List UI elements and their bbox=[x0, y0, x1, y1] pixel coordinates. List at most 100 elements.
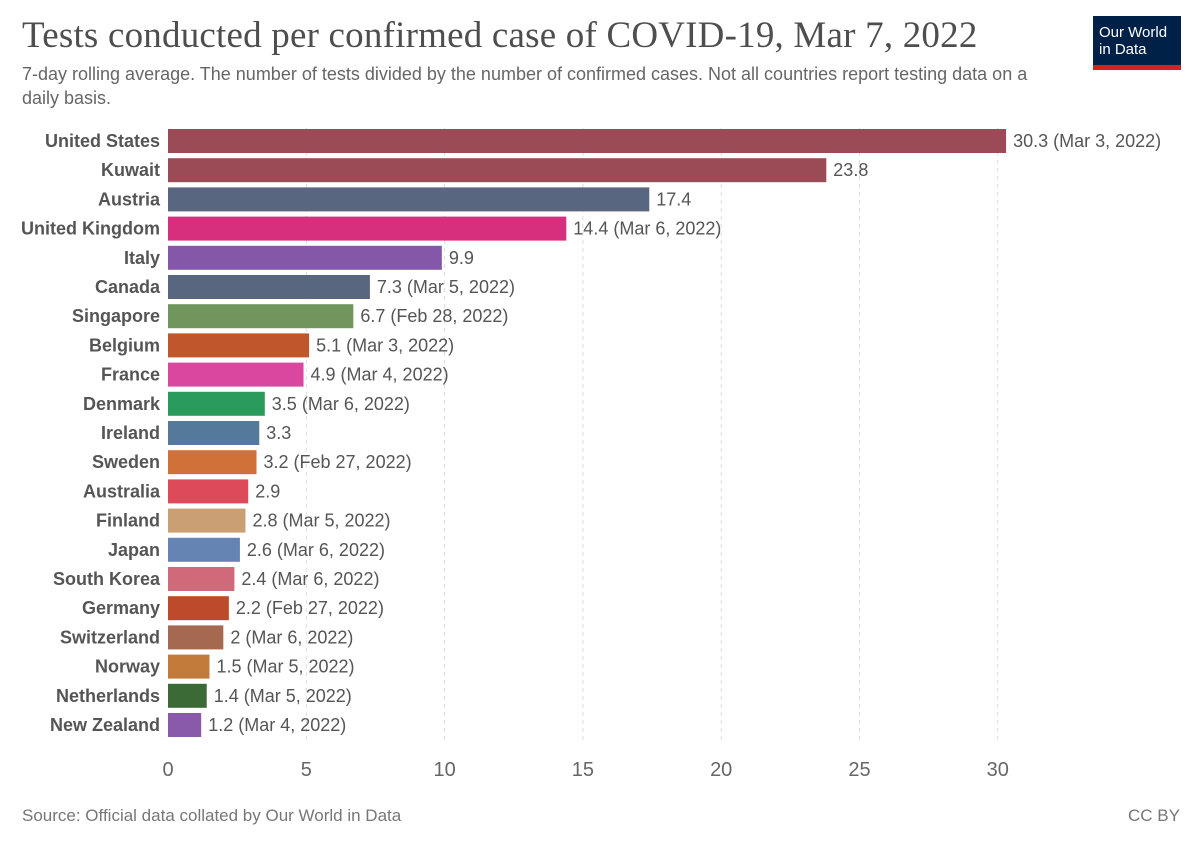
category-label: Ireland bbox=[101, 423, 160, 443]
bar[interactable] bbox=[168, 596, 229, 621]
category-label: Germany bbox=[82, 598, 160, 618]
bar-row[interactable]: United States 30.3 (Mar 3, 2022) bbox=[45, 129, 1161, 153]
category-label: Kuwait bbox=[101, 160, 160, 180]
bar-row[interactable]: Japan 2.6 (Mar 6, 2022) bbox=[108, 537, 385, 562]
category-label: Denmark bbox=[83, 394, 161, 414]
category-label: United Kingdom bbox=[21, 219, 160, 239]
value-label: 30.3 (Mar 3, 2022) bbox=[1013, 131, 1161, 151]
value-label: 14.4 (Mar 6, 2022) bbox=[573, 219, 721, 239]
category-label: France bbox=[101, 365, 160, 385]
bar-row[interactable]: Denmark 3.5 (Mar 6, 2022) bbox=[83, 391, 410, 416]
bar[interactable] bbox=[168, 450, 257, 475]
owid-logo[interactable]: Our World in Data bbox=[1093, 16, 1181, 70]
bar-row[interactable]: Switzerland 2 (Mar 6, 2022) bbox=[60, 625, 353, 650]
value-label: 1.4 (Mar 5, 2022) bbox=[214, 686, 352, 706]
bar[interactable] bbox=[168, 537, 240, 562]
bar[interactable] bbox=[168, 391, 265, 416]
logo-line-1: Our World bbox=[1099, 24, 1168, 41]
category-label: Belgium bbox=[89, 335, 160, 355]
category-label: Singapore bbox=[72, 306, 160, 326]
value-label: 2.2 (Feb 27, 2022) bbox=[236, 598, 384, 618]
bar-row[interactable]: Belgium 5.1 (Mar 3, 2022) bbox=[89, 333, 454, 358]
bar-row[interactable]: Austria 17.4 bbox=[98, 187, 691, 212]
x-axis-ticks: 0 5 10 15 20 25 30 bbox=[162, 759, 1008, 781]
bar[interactable] bbox=[168, 275, 370, 299]
bar-row[interactable]: Germany 2.2 (Feb 27, 2022) bbox=[82, 596, 384, 621]
bar[interactable] bbox=[168, 654, 210, 679]
bar-row[interactable]: Norway 1.5 (Mar 5, 2022) bbox=[95, 654, 355, 679]
bar-row[interactable]: France 4.9 (Mar 4, 2022) bbox=[101, 362, 449, 387]
value-label: 2.8 (Mar 5, 2022) bbox=[252, 511, 390, 531]
bar[interactable] bbox=[168, 187, 650, 212]
chart-title: Tests conducted per confirmed case of CO… bbox=[22, 15, 978, 56]
x-tick-label: 5 bbox=[301, 759, 312, 781]
bar[interactable] bbox=[168, 683, 207, 708]
bar-row[interactable]: Sweden 3.2 (Feb 27, 2022) bbox=[92, 450, 412, 475]
category-label: Japan bbox=[108, 540, 160, 560]
x-tick-label: 0 bbox=[162, 759, 173, 781]
x-tick-label: 10 bbox=[433, 759, 455, 781]
bar-row[interactable]: Australia 2.9 bbox=[83, 479, 280, 504]
bars: United States 30.3 (Mar 3, 2022) Kuwait 23.… bbox=[21, 129, 1161, 737]
bar-row[interactable]: South Korea 2.4 (Mar 6, 2022) bbox=[53, 567, 379, 591]
bar[interactable] bbox=[168, 245, 442, 270]
bar[interactable] bbox=[168, 713, 202, 737]
bar[interactable] bbox=[168, 508, 246, 533]
bar-row[interactable]: New Zealand 1.2 (Mar 4, 2022) bbox=[50, 713, 346, 737]
bar-row[interactable]: Singapore 6.7 (Feb 28, 2022) bbox=[72, 304, 508, 329]
bar[interactable] bbox=[168, 479, 249, 504]
bar-row[interactable]: Italy 9.9 bbox=[124, 245, 474, 270]
value-label: 2.6 (Mar 6, 2022) bbox=[247, 540, 385, 560]
category-label: Australia bbox=[83, 481, 161, 501]
bar-row[interactable]: Canada 7.3 (Mar 5, 2022) bbox=[95, 275, 515, 299]
value-label: 4.9 (Mar 4, 2022) bbox=[311, 365, 449, 385]
bar-row[interactable]: Netherlands 1.4 (Mar 5, 2022) bbox=[56, 683, 352, 708]
bar[interactable] bbox=[168, 158, 827, 183]
x-tick-label: 20 bbox=[710, 759, 732, 781]
bar-row[interactable]: Finland 2.8 (Mar 5, 2022) bbox=[96, 508, 391, 533]
bar-row[interactable]: United Kingdom 14.4 (Mar 6, 2022) bbox=[21, 216, 721, 241]
value-label: 1.2 (Mar 4, 2022) bbox=[208, 715, 346, 735]
grid-lines bbox=[305, 128, 999, 742]
value-label: 1.5 (Mar 5, 2022) bbox=[216, 657, 354, 677]
value-label: 5.1 (Mar 3, 2022) bbox=[316, 335, 454, 355]
bar[interactable] bbox=[168, 421, 260, 445]
value-label: 3.2 (Feb 27, 2022) bbox=[264, 452, 412, 472]
category-label: Norway bbox=[95, 657, 160, 677]
bar[interactable] bbox=[168, 333, 310, 358]
category-label: Finland bbox=[96, 511, 160, 531]
chart-subtitle: 7-day rolling average. The number of tes… bbox=[22, 64, 1028, 108]
x-tick-label: 25 bbox=[848, 759, 870, 781]
bar-row[interactable]: Ireland 3.3 bbox=[101, 421, 291, 445]
value-label: 9.9 bbox=[449, 248, 474, 268]
category-label: Austria bbox=[98, 189, 161, 209]
bar[interactable] bbox=[168, 625, 224, 650]
x-tick-label: 15 bbox=[572, 759, 594, 781]
bar[interactable] bbox=[168, 362, 304, 387]
value-label: 2.9 bbox=[255, 481, 280, 501]
value-label: 2.4 (Mar 6, 2022) bbox=[241, 569, 379, 589]
bar[interactable] bbox=[168, 129, 1007, 153]
bar[interactable] bbox=[168, 567, 235, 591]
category-label: United States bbox=[45, 131, 160, 151]
logo-accent-bar bbox=[1093, 65, 1181, 70]
license-label[interactable]: CC BY bbox=[1128, 806, 1180, 825]
value-label: 3.3 bbox=[266, 423, 291, 443]
category-label: Switzerland bbox=[60, 627, 160, 647]
category-label: New Zealand bbox=[50, 715, 160, 735]
category-label: Canada bbox=[95, 277, 161, 297]
bar[interactable] bbox=[168, 304, 354, 329]
source-note[interactable]: Source: Official data collated by Our Wo… bbox=[22, 806, 402, 825]
value-label: 3.5 (Mar 6, 2022) bbox=[272, 394, 410, 414]
category-label: Netherlands bbox=[56, 686, 160, 706]
bar-row[interactable]: Kuwait 23.8 bbox=[101, 158, 868, 183]
category-label: Sweden bbox=[92, 452, 160, 472]
value-label: 7.3 (Mar 5, 2022) bbox=[377, 277, 515, 297]
value-label: 2 (Mar 6, 2022) bbox=[230, 627, 353, 647]
category-label: South Korea bbox=[53, 569, 161, 589]
category-label: Italy bbox=[124, 248, 160, 268]
bar[interactable] bbox=[168, 216, 567, 241]
x-tick-label: 30 bbox=[987, 759, 1009, 781]
value-label: 23.8 bbox=[833, 160, 868, 180]
